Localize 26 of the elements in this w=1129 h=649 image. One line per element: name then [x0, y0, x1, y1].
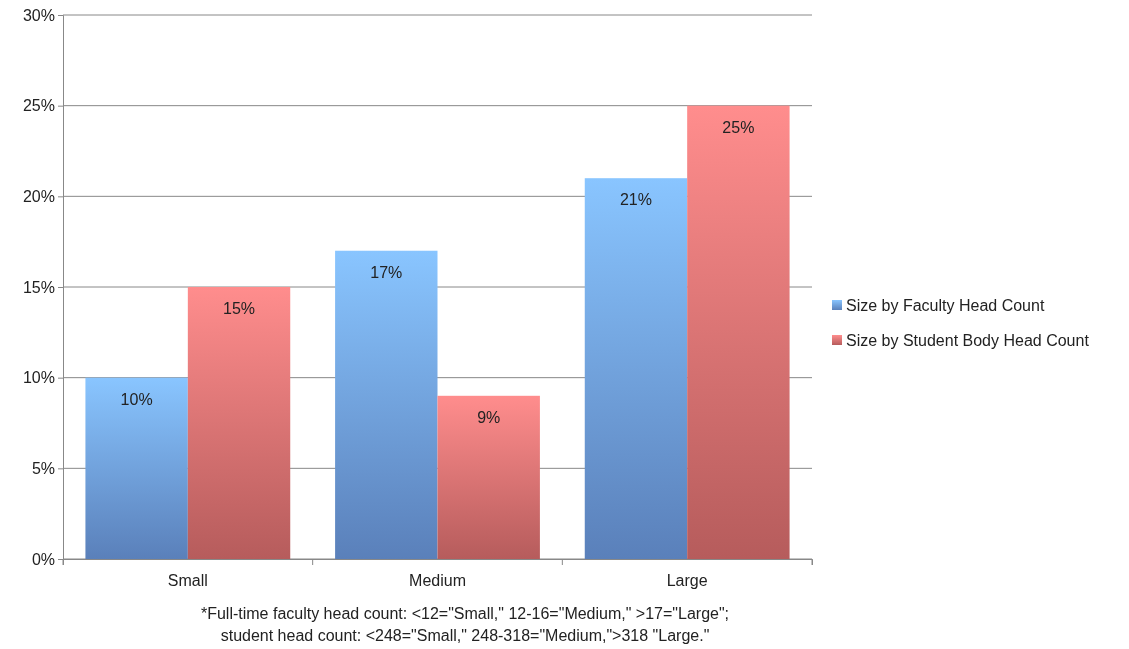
y-tick-label: 30%	[22, 6, 55, 24]
y-tick-label: 10%	[22, 369, 55, 387]
y-tick-label: 15%	[22, 278, 55, 296]
y-tick-label: 20%	[22, 187, 55, 205]
y-tick-label: 5%	[31, 459, 55, 477]
x-tick-label: Small	[167, 571, 208, 589]
bar	[335, 250, 438, 559]
data-label: 21%	[619, 191, 652, 209]
data-label: 25%	[722, 118, 755, 136]
y-tick-label: 0%	[31, 550, 55, 568]
legend-label: Size by Faculty Head Count	[846, 297, 1045, 314]
bar	[437, 395, 540, 559]
x-tick-label: Large	[666, 571, 708, 589]
bar	[85, 377, 188, 559]
bar	[187, 287, 291, 559]
legend-label: Size by Student Body Head Count	[846, 332, 1090, 349]
data-label: 17%	[370, 263, 403, 281]
data-label: 10%	[120, 390, 153, 408]
x-tick-label: Medium	[409, 571, 466, 589]
bar	[584, 178, 688, 559]
data-label: 15%	[223, 300, 256, 317]
bar	[687, 105, 790, 559]
text: *Full-time faculty head count: <12="Small," 12-16="Medium," >17="Large";	[200, 605, 730, 622]
y-tick-label: 25%	[22, 97, 55, 115]
data-label: 9%	[477, 408, 501, 426]
text: student head count: <248="Small," 248-318="Medium,">318 "Large."	[220, 627, 710, 644]
